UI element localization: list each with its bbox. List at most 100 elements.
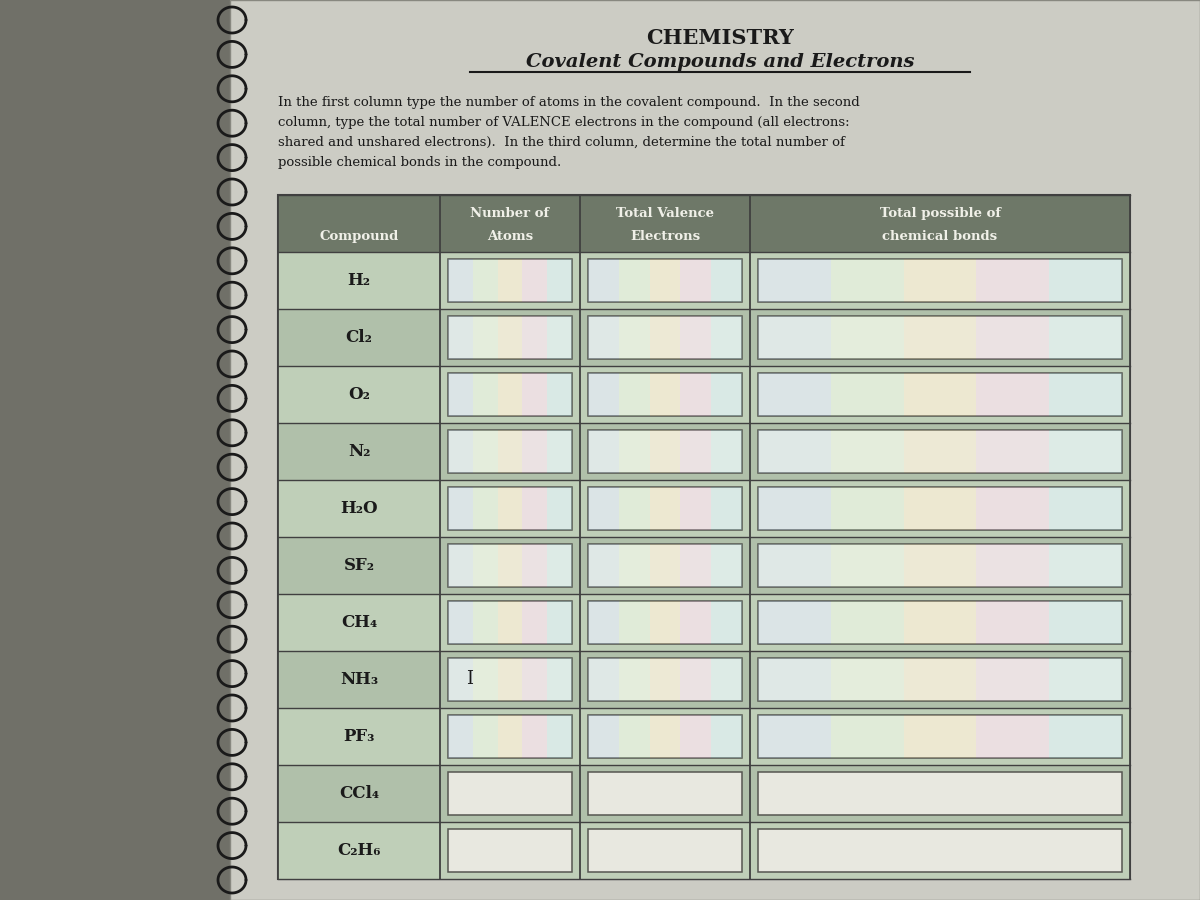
Bar xyxy=(278,366,1130,423)
Bar xyxy=(278,195,1130,252)
Text: Cl₂: Cl₂ xyxy=(346,329,372,346)
Bar xyxy=(588,487,742,530)
Text: In the first column type the number of atoms in the covalent compound.  In the s: In the first column type the number of a… xyxy=(278,96,859,109)
Bar xyxy=(1049,658,1122,701)
Bar xyxy=(680,601,712,644)
Text: H₂: H₂ xyxy=(348,272,371,289)
Bar xyxy=(758,259,830,302)
Text: chemical bonds: chemical bonds xyxy=(882,230,997,242)
Bar xyxy=(758,487,1122,530)
Text: Total Valence: Total Valence xyxy=(616,207,714,220)
Bar xyxy=(588,544,619,587)
Bar xyxy=(278,252,1130,309)
Bar xyxy=(588,430,619,473)
Bar xyxy=(547,601,572,644)
Text: Number of: Number of xyxy=(470,207,550,220)
Bar xyxy=(619,658,649,701)
Text: Electrons: Electrons xyxy=(630,230,700,242)
Bar xyxy=(904,601,977,644)
Bar xyxy=(649,430,680,473)
Bar xyxy=(588,601,742,644)
Bar xyxy=(758,430,1122,473)
Text: Covalent Compounds and Electrons: Covalent Compounds and Electrons xyxy=(526,53,914,71)
Bar xyxy=(904,658,977,701)
Bar xyxy=(473,544,498,587)
Bar xyxy=(830,430,904,473)
Bar xyxy=(473,259,498,302)
Bar xyxy=(1049,715,1122,758)
Text: shared and unshared electrons).  In the third column, determine the total number: shared and unshared electrons). In the t… xyxy=(278,136,845,149)
Bar xyxy=(522,544,547,587)
Bar xyxy=(230,0,1200,900)
Text: O₂: O₂ xyxy=(348,386,370,403)
Bar xyxy=(977,658,1049,701)
Bar xyxy=(588,259,619,302)
Bar xyxy=(547,658,572,701)
Bar xyxy=(977,373,1049,416)
Bar xyxy=(547,316,572,359)
Bar xyxy=(712,658,742,701)
Text: N₂: N₂ xyxy=(348,443,370,460)
Bar xyxy=(498,487,522,530)
Bar xyxy=(830,715,904,758)
Bar xyxy=(473,373,498,416)
Bar xyxy=(758,658,1122,701)
Bar xyxy=(904,544,977,587)
Bar xyxy=(977,715,1049,758)
Bar xyxy=(830,544,904,587)
Bar xyxy=(1049,487,1122,530)
Bar xyxy=(649,259,680,302)
Bar xyxy=(588,715,619,758)
Bar xyxy=(278,423,1130,480)
Bar xyxy=(448,715,473,758)
Text: CH₄: CH₄ xyxy=(341,614,377,631)
Bar xyxy=(588,601,619,644)
Bar xyxy=(977,487,1049,530)
Bar xyxy=(522,373,547,416)
Bar xyxy=(758,601,1122,644)
Bar xyxy=(448,430,473,473)
Bar xyxy=(588,829,742,872)
Bar xyxy=(522,601,547,644)
Bar xyxy=(547,487,572,530)
Bar xyxy=(904,373,977,416)
Bar xyxy=(830,487,904,530)
Bar xyxy=(649,544,680,587)
Bar xyxy=(498,373,522,416)
Bar xyxy=(680,259,712,302)
Bar xyxy=(680,373,712,416)
Text: PF₃: PF₃ xyxy=(343,728,374,745)
Bar xyxy=(680,487,712,530)
Bar xyxy=(712,373,742,416)
Bar xyxy=(448,316,572,359)
Bar xyxy=(712,259,742,302)
Bar xyxy=(830,259,904,302)
Bar xyxy=(498,658,522,701)
Bar xyxy=(680,316,712,359)
Bar xyxy=(448,658,572,701)
Text: NH₃: NH₃ xyxy=(340,671,378,688)
Bar xyxy=(904,259,977,302)
Bar xyxy=(448,373,572,416)
Bar xyxy=(649,601,680,644)
Bar xyxy=(278,195,1130,879)
Bar xyxy=(830,658,904,701)
Bar xyxy=(278,537,1130,594)
Bar xyxy=(619,715,649,758)
Bar xyxy=(758,772,1122,815)
Bar xyxy=(448,259,473,302)
Text: SF₂: SF₂ xyxy=(343,557,374,574)
Bar xyxy=(278,651,1130,708)
Text: I: I xyxy=(467,670,474,688)
Bar xyxy=(0,0,230,900)
Bar xyxy=(977,544,1049,587)
Bar xyxy=(588,658,742,701)
Bar xyxy=(588,316,742,359)
Bar xyxy=(547,430,572,473)
Text: Atoms: Atoms xyxy=(487,230,533,242)
Bar xyxy=(712,544,742,587)
Bar xyxy=(977,601,1049,644)
Bar xyxy=(830,601,904,644)
Bar xyxy=(473,715,498,758)
Bar xyxy=(498,715,522,758)
